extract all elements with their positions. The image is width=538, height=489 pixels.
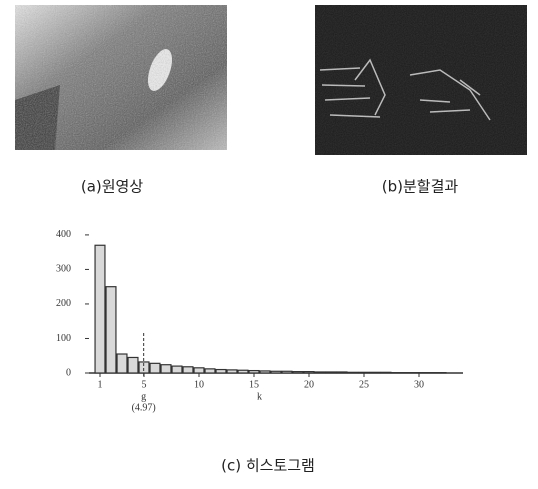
image-b [315, 5, 527, 155]
caption: (b)분할결과 [382, 178, 459, 196]
page: (a)원영상 (b)분할결과 (c) 히스토그램 010020030040015… [0, 0, 538, 489]
bar [348, 372, 358, 373]
bar [271, 371, 281, 373]
y-tick-label: 300 [56, 264, 71, 275]
bar [282, 371, 292, 373]
bar [128, 357, 138, 373]
threshold-name: g [141, 391, 146, 402]
bar [172, 366, 182, 373]
bar [117, 354, 127, 373]
y-tick-label: 100 [56, 333, 71, 344]
bar [381, 372, 391, 373]
bar [227, 370, 237, 373]
x-tick-label: 5 [142, 379, 147, 390]
bar [216, 370, 226, 373]
bar [95, 245, 105, 373]
image-a [15, 5, 227, 150]
x-tick-label: 20 [304, 379, 314, 390]
x-axis-label: k [257, 391, 262, 402]
bar [194, 368, 204, 373]
x-tick-label: 15 [249, 379, 259, 390]
caption: (a)원영상 [81, 178, 143, 196]
bar [106, 287, 116, 373]
bar [205, 369, 215, 373]
bar [304, 372, 314, 373]
bar [326, 372, 336, 373]
figure: (a)원영상 (b)분할결과 (c) 히스토그램 010020030040015… [0, 0, 538, 485]
bar [359, 372, 369, 373]
bar [370, 372, 380, 373]
bar [260, 371, 270, 373]
bar [150, 363, 160, 373]
bar [337, 372, 347, 373]
bar [293, 372, 303, 373]
threshold-label: (4.97) [132, 402, 156, 413]
y-tick-label: 400 [56, 229, 71, 240]
x-tick-label: 10 [194, 379, 204, 390]
x-tick-label: 1 [98, 379, 103, 390]
bar [161, 365, 171, 373]
bar [249, 371, 259, 373]
bar [183, 367, 193, 373]
x-tick-label: 25 [359, 379, 369, 390]
y-tick-label: 0 [66, 367, 71, 378]
x-tick-label: 30 [414, 379, 424, 390]
bar [315, 372, 325, 373]
y-tick-label: 200 [56, 298, 71, 309]
caption: (c) 히스토그램 [221, 457, 315, 475]
bar [238, 370, 248, 373]
